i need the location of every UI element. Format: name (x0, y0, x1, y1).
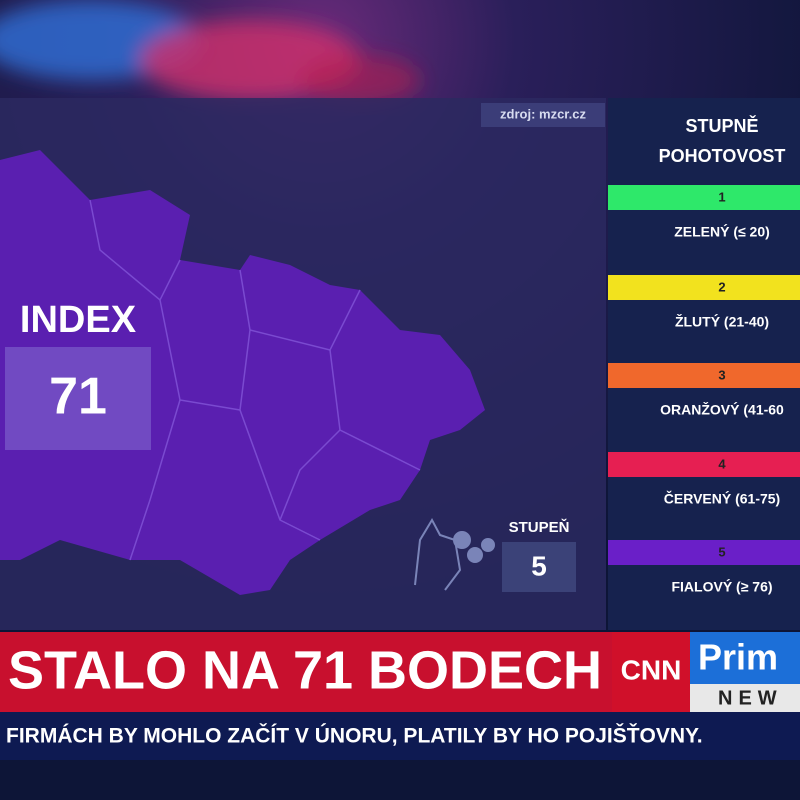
legend-number: 3 (718, 367, 725, 382)
legend-label: ORANŽOVÝ (41-60 (660, 401, 784, 418)
source: zdroj: mzcr.cz (500, 106, 586, 121)
legend-color (608, 185, 800, 210)
headline: STALO NA 71 BODECH (8, 640, 602, 700)
cnn-logo (612, 632, 690, 712)
news-text: NEW (718, 687, 783, 709)
prima-logo (690, 632, 800, 684)
level-value: 5 (531, 550, 547, 581)
ticker: FIRMÁCH BY MOHLO ZAČÍT V ÚNORU, PLATILY … (6, 724, 703, 748)
index-box (5, 347, 151, 450)
news-box (690, 684, 800, 712)
index-value: 71 (49, 368, 107, 426)
legend-title: POHOTOVOST (659, 146, 786, 166)
level-box (502, 542, 576, 592)
legend-label: ŽLUTÝ (21-40) (675, 313, 769, 330)
map (0, 150, 485, 595)
source-box (481, 103, 605, 127)
level-label: STUPEŇ (509, 518, 570, 536)
legend-label: ČERVENÝ (61-75) (664, 490, 780, 507)
legend-label: ZELENÝ (≤ 20) (674, 223, 770, 240)
index-label: INDEX (20, 299, 137, 341)
virus-decor (0, 0, 420, 105)
legend-number: 5 (718, 544, 725, 559)
legend-color (608, 275, 800, 300)
headline-bar (0, 632, 612, 712)
legend-title: STUPNĚ (685, 115, 758, 136)
legend: 1 ZELENÝ (≤ 20) 2 ŽLUTÝ (21-40) 3 ORANŽOVÝ (4… (608, 185, 800, 595)
ticker-bar (0, 712, 800, 760)
legend-number: 2 (718, 279, 725, 294)
map-regions (89, 199, 421, 561)
dog-icon (414, 517, 495, 591)
legend-color (608, 540, 800, 565)
prima-text: Prim (698, 637, 778, 678)
legend-number: 4 (718, 456, 726, 471)
cnn-text: CNN (621, 654, 682, 685)
legend-color (608, 363, 800, 388)
legend-color (608, 452, 800, 477)
legend-label: FIALOVÝ (≥ 76) (671, 578, 772, 595)
legend-number: 1 (718, 189, 725, 204)
